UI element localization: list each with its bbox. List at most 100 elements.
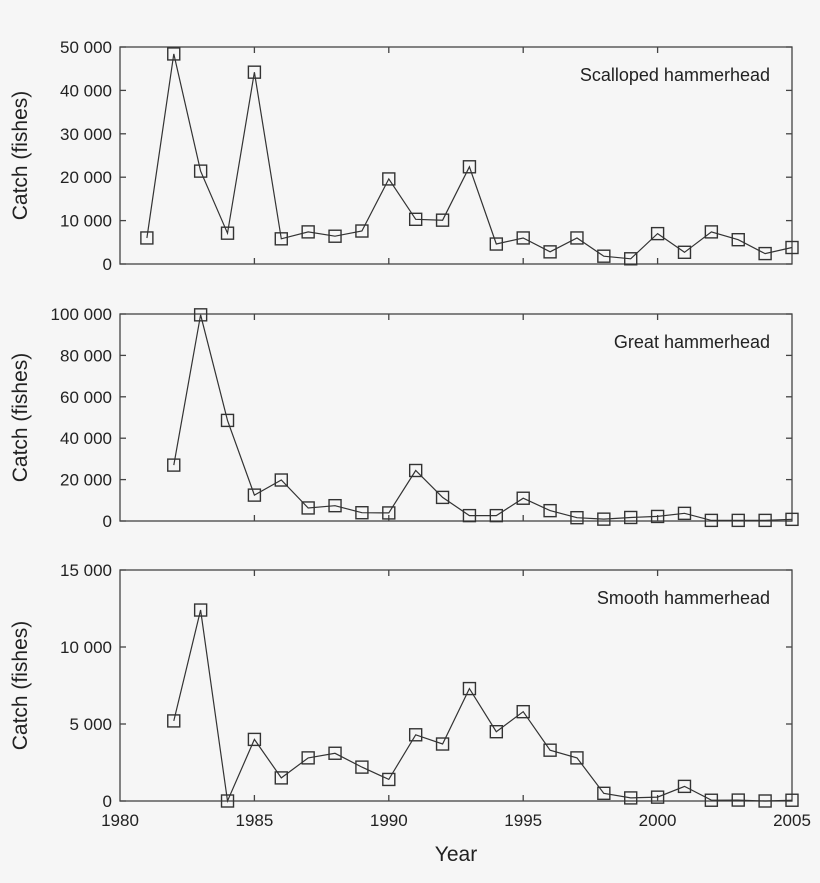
data-point [328, 498, 342, 513]
y-tick-label: 60 000 [60, 388, 112, 407]
data-point [193, 308, 208, 322]
data-point [301, 501, 315, 515]
x-tick-label: 1990 [370, 811, 408, 830]
data-point [435, 490, 450, 505]
data-point [597, 249, 611, 263]
data-point [570, 510, 584, 525]
data-point [435, 213, 450, 227]
data-point [328, 229, 342, 243]
data-point [785, 240, 799, 255]
data-point [516, 491, 530, 505]
y-tick-label: 40 000 [60, 81, 112, 100]
data-point [731, 793, 745, 807]
data-point [677, 245, 692, 259]
data-point [462, 160, 477, 174]
data-point [355, 506, 369, 520]
data-point [677, 779, 692, 794]
x-axis-label: Year [435, 843, 477, 866]
y-tick-label: 0 [103, 792, 112, 811]
data-point [247, 732, 262, 747]
data-point [328, 746, 342, 760]
data-point [516, 231, 530, 245]
data-point [355, 224, 369, 238]
y-tick-label: 30 000 [60, 125, 112, 144]
data-point [408, 728, 423, 742]
y-axis-label: Catch (fishes) [9, 91, 32, 221]
data-point [382, 172, 396, 186]
panel-title: Great hammerhead [614, 332, 770, 352]
data-point [704, 225, 719, 239]
data-point [731, 232, 745, 247]
data-point [382, 772, 396, 787]
data-point [758, 794, 772, 808]
plot-frame [119, 46, 793, 265]
series-line [173, 609, 793, 804]
data-point [543, 245, 557, 259]
y-tick-label: 0 [103, 255, 112, 274]
x-tick-label: 2005 [773, 811, 811, 830]
data-point [301, 225, 315, 239]
data-point [489, 508, 504, 523]
data-point [597, 512, 611, 526]
data-point [408, 463, 423, 478]
data-point [435, 737, 450, 751]
y-axis-label: Catch (fishes) [9, 353, 32, 483]
data-point [462, 681, 477, 696]
data-point [167, 47, 181, 61]
y-tick-label: 10 000 [60, 638, 112, 657]
data-point [624, 252, 638, 266]
data-point [650, 509, 665, 524]
data-point [543, 503, 557, 518]
data-point [650, 790, 665, 804]
x-tick-label: 1980 [101, 811, 139, 830]
y-tick-label: 50 000 [60, 38, 112, 57]
panel-scalloped-hammerhead: 0 10 000 20 000 30 000 40 000 50 000 Catch (fi… [9, 38, 799, 274]
data-point [274, 473, 288, 487]
data-point [731, 513, 745, 528]
data-point [220, 794, 235, 808]
panel-title: Smooth hammerhead [597, 588, 770, 608]
x-tick-label: 1995 [504, 811, 542, 830]
data-point [274, 771, 288, 785]
x-tick-label: 1985 [235, 811, 273, 830]
data-point [704, 793, 719, 807]
data-point [193, 164, 208, 178]
y-tick-label: 80 000 [60, 346, 112, 365]
data-point [704, 513, 719, 528]
y-tick-label: 20 000 [60, 471, 112, 490]
data-point [758, 513, 772, 528]
data-point [489, 237, 504, 251]
data-point [274, 232, 288, 246]
plot-frame [119, 313, 793, 522]
panel-great-hammerhead: 0 20 000 40 000 60 000 80 000 100 000 Catch (f… [9, 305, 799, 531]
data-point [408, 212, 423, 226]
data-point [624, 510, 638, 525]
data-point [597, 786, 611, 800]
data-point [785, 512, 799, 527]
data-point [624, 791, 638, 805]
data-point [462, 508, 477, 523]
data-point [140, 231, 154, 245]
series-line [173, 314, 793, 522]
y-tick-label: 10 000 [60, 212, 112, 231]
data-point [355, 760, 369, 774]
data-point [570, 751, 584, 765]
data-point [543, 743, 557, 757]
data-point [516, 704, 530, 719]
data-point [650, 226, 665, 241]
y-tick-label: 40 000 [60, 429, 112, 448]
plot-frame [119, 569, 793, 802]
data-point [220, 226, 235, 240]
x-tick-label: 2000 [639, 811, 677, 830]
data-point [167, 458, 181, 472]
y-tick-label: 0 [103, 512, 112, 531]
data-point [382, 506, 396, 520]
y-tick-label: 15 000 [60, 561, 112, 580]
data-point [570, 231, 584, 245]
series-line [146, 53, 793, 260]
y-tick-label: 5 000 [69, 715, 112, 734]
data-point [758, 246, 772, 261]
data-point [301, 751, 315, 765]
data-point [220, 413, 235, 428]
